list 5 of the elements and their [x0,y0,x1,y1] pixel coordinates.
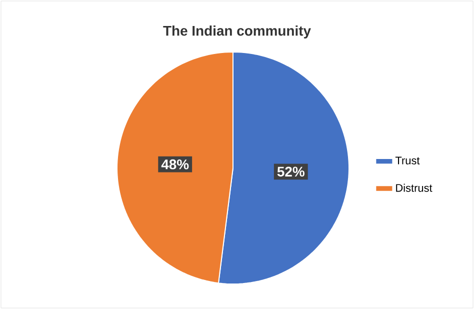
legend-label: Trust [395,156,420,164]
data-label: 52% [277,166,304,177]
chart-title: The Indian community [163,25,311,38]
legend-label: Distrust [396,184,432,192]
data-label: 48% [161,159,189,170]
